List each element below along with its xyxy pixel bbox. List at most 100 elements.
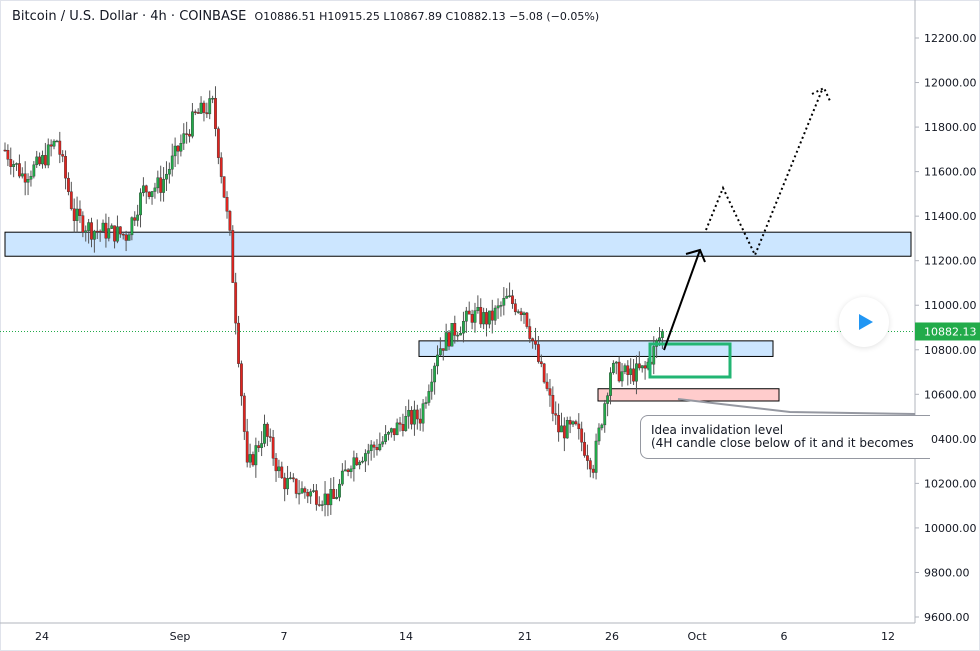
- candle-down: [317, 504, 321, 506]
- candle-down: [9, 159, 13, 167]
- candle-down: [346, 469, 350, 472]
- candle-up: [364, 453, 367, 462]
- candle-up: [571, 421, 575, 425]
- candle-up: [300, 488, 304, 494]
- candle-up: [260, 443, 264, 448]
- candle-up: [153, 187, 157, 192]
- candle-down: [326, 493, 330, 506]
- candle-down: [591, 468, 595, 473]
- candle-down: [49, 144, 53, 147]
- y-tick-label: 10600.00: [924, 388, 977, 401]
- candle-up: [191, 111, 194, 137]
- candle-up: [352, 457, 356, 470]
- candle-down: [588, 460, 592, 470]
- candle-up: [456, 334, 460, 337]
- candle-up: [116, 226, 119, 242]
- candle-up: [600, 424, 604, 429]
- candle-down: [513, 303, 517, 313]
- candle-down: [583, 441, 586, 456]
- candle-up: [661, 331, 664, 338]
- candle-down: [519, 311, 523, 315]
- candle-down: [231, 230, 235, 283]
- y-tick-label: 9600.00: [924, 611, 970, 624]
- candle-up: [254, 445, 258, 466]
- candle-down: [133, 217, 137, 221]
- candle-up: [378, 443, 382, 451]
- candle-up: [150, 191, 154, 197]
- symbol-legend: Bitcoin / U.S. Dollar · 4h · COINBASE O1…: [12, 9, 599, 24]
- candle-down: [72, 208, 76, 221]
- candle-up: [522, 312, 526, 315]
- candle-up: [156, 177, 160, 189]
- candle-down: [617, 361, 621, 382]
- candle-up: [652, 346, 656, 365]
- candle-down: [479, 307, 483, 325]
- candle-down: [144, 185, 148, 193]
- candle-up: [277, 466, 281, 472]
- candle-up: [444, 332, 448, 351]
- candle-up: [29, 175, 33, 180]
- candle-up: [384, 434, 387, 442]
- play-icon[interactable]: [839, 297, 889, 347]
- candle-down: [632, 368, 635, 382]
- candle-up: [658, 337, 661, 341]
- candle-down: [193, 111, 197, 113]
- invalidation-callout[interactable]: Idea invalidation level (4H candle close…: [640, 415, 930, 459]
- candle-up: [505, 295, 509, 299]
- x-tick-label: 12: [881, 630, 895, 643]
- candle-up: [309, 491, 313, 497]
- candle-down: [401, 424, 405, 431]
- candle-down: [372, 444, 376, 448]
- callout-line-2: (4H candle close below of it and it beco…: [651, 436, 914, 450]
- candle-down: [580, 428, 584, 443]
- candle-down: [78, 208, 82, 216]
- last-price-label: 10882.13: [924, 325, 977, 338]
- projection-path: [705, 89, 823, 258]
- candle-up: [433, 365, 437, 383]
- y-tick-label: 10400.00: [924, 433, 977, 446]
- candle-down: [257, 445, 261, 448]
- candle-up: [289, 477, 292, 479]
- candle-up: [499, 305, 503, 307]
- candle-down: [545, 381, 549, 389]
- candle-down: [548, 388, 552, 396]
- candle-up: [603, 403, 607, 426]
- candle-down: [280, 466, 284, 479]
- candle-up: [413, 409, 416, 425]
- x-tick-label: 7: [281, 630, 288, 643]
- candle-down: [490, 310, 494, 321]
- candle-up: [312, 490, 315, 492]
- candle-down: [104, 222, 108, 239]
- candle-down: [551, 395, 555, 414]
- candle-down: [124, 234, 128, 241]
- candle-down: [188, 133, 191, 137]
- candle-up: [75, 208, 79, 221]
- candle-up: [614, 361, 618, 364]
- callout-line-1: Idea invalidation level: [651, 423, 784, 437]
- y-tick-label: 12000.00: [924, 77, 977, 90]
- y-tick-label: 11400.00: [924, 210, 977, 223]
- candle-up: [127, 234, 131, 241]
- y-tick-label: 11600.00: [924, 166, 977, 179]
- candle-down: [534, 340, 537, 345]
- candle-down: [147, 191, 151, 197]
- candle-down: [375, 447, 379, 451]
- candle-down: [568, 420, 572, 425]
- candle-down: [205, 112, 209, 115]
- candle-up: [165, 173, 168, 180]
- candle-up: [12, 164, 16, 167]
- candles: [3, 86, 664, 517]
- candle-up: [387, 432, 390, 435]
- candle-down: [562, 425, 566, 439]
- candle-down: [539, 361, 543, 365]
- candle-down: [441, 348, 445, 351]
- candle-down: [228, 211, 232, 231]
- candle-down: [626, 365, 630, 375]
- candle-up: [594, 440, 598, 473]
- candle-up: [606, 395, 610, 404]
- candle-down: [222, 176, 226, 198]
- candle-up: [389, 428, 393, 433]
- candle-up: [427, 391, 431, 403]
- candle-up: [430, 381, 434, 392]
